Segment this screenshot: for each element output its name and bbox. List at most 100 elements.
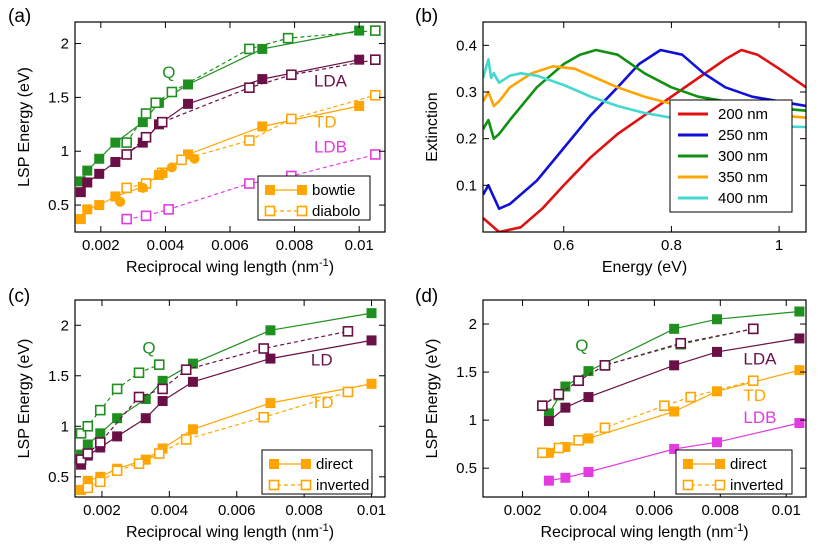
y-tick-label: 2 [61,36,69,53]
data-point [366,378,377,389]
x-tick-label: 0.006 [218,502,256,519]
data-point [354,25,365,36]
data-point [553,388,565,400]
x-tick-label: 0.002 [82,237,120,254]
plot-frame [74,299,386,498]
data-point [543,475,554,486]
x-axis-label-main: Reciprocal wing length (nm [126,524,319,541]
data-point [257,121,268,132]
data-point [583,392,594,403]
data-point [187,424,198,435]
data-point [137,182,148,193]
data-point [183,79,194,90]
panel-label: (c) [8,286,30,307]
data-point [685,391,696,403]
data-point [366,335,377,346]
legend-marker [715,459,725,469]
data-point [244,178,255,189]
x-tick-label: 0.004 [570,502,608,519]
data-point [265,353,276,364]
data-point [76,484,87,495]
legend-label: 350 nm [718,169,768,186]
legend-label: 250 nm [718,127,768,144]
data-point [110,157,121,167]
data-point [286,113,297,125]
data-point [543,408,554,419]
legend-marker [268,479,280,491]
data-point [675,337,687,349]
data-point [265,398,276,409]
data-point [543,447,554,458]
data-point [669,443,680,454]
panel-label: (d) [415,286,438,307]
data-point [133,391,145,403]
data-point [573,435,584,446]
data-point [140,394,151,405]
x-tick-label: 0.002 [504,502,542,519]
panel-b: (b) 0.6 0.8 1 0.1 0.2 0.3 0.4 Energy (eV) Extinct… [415,6,807,276]
data-point [286,69,297,81]
x-tick-label: 0.008 [285,502,323,519]
data-point [111,465,123,477]
data-point [560,381,571,392]
series-annotation: Q [162,63,175,82]
y-tick-label: 0.5 [48,469,69,486]
data-point [258,343,269,354]
data-point [370,25,381,36]
data-point [669,360,680,371]
data-point [258,411,269,423]
legend-label: direct [316,456,354,473]
series-annotation: LDB [743,408,776,427]
data-point [75,176,86,187]
data-point [82,448,94,459]
data-point [747,375,759,387]
x-tick-label: 0.008 [702,502,740,519]
x-axis-label: Reciprocal wing length (nm-1) [126,522,334,541]
data-point [115,196,126,207]
data-point [94,153,105,164]
data-point [658,400,670,412]
data-point [265,325,276,336]
data-point [75,454,87,465]
data-point [583,467,594,478]
x-tick-label: 0.01 [772,502,801,519]
data-point [537,400,548,412]
data-point [669,323,680,334]
series-annotation: LDA [314,72,348,91]
data-point [244,82,255,93]
data-point [354,101,365,111]
panel-label: (b) [415,6,438,27]
data-point [370,89,381,101]
series-group [75,25,381,225]
y-axis-label: Extinction [424,92,441,161]
data-point [82,420,94,432]
legend-label: direct [730,456,768,473]
data-point [712,386,723,397]
legend-marker [265,185,275,195]
x-axis-label: Energy (eV) [602,259,687,276]
x-axis-label-tail: ) [743,524,748,541]
x-tick-label: 0.006 [636,502,674,519]
data-point [599,360,611,371]
x-axis-label-sup: -1 [319,257,329,269]
legend-box [261,449,373,495]
x-axis-label-tail: ) [329,524,334,541]
data-point [157,383,168,395]
y-tick-label: 1 [61,143,69,160]
data-point [712,346,723,357]
data-point [180,434,192,445]
data-point [137,137,148,148]
data-point [112,413,123,424]
legend-marker [296,205,308,217]
data-point [75,187,86,198]
y-tick-label: 1.5 [48,368,69,385]
data-point [794,333,805,344]
data-point [560,442,571,453]
data-point [354,54,365,65]
data-point [183,149,194,160]
x-tick-label: 0.8 [661,237,682,254]
data-point [94,404,106,416]
legend-marker [682,479,694,491]
y-tick-label: 0.4 [456,37,477,54]
